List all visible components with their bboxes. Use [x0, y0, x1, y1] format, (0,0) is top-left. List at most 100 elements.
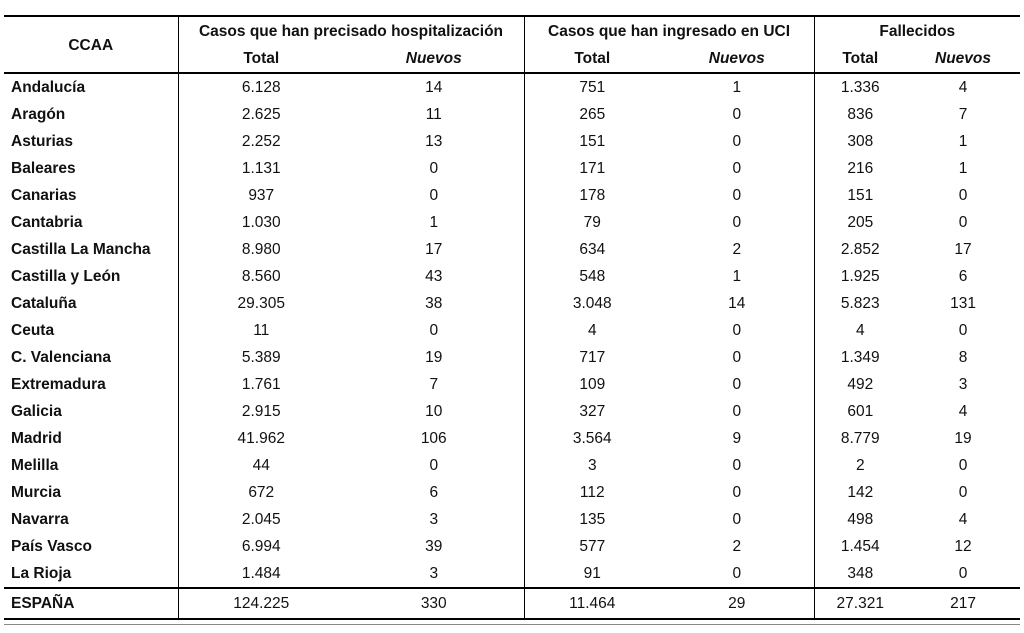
hosp-nuevos-cell: 1: [344, 209, 525, 236]
table-row: Galicia 2.915 10 327 0 601 4: [4, 398, 1020, 425]
uci-nuevos-cell: 0: [660, 398, 815, 425]
total-hosp-total: 124.225: [178, 587, 344, 620]
fall-nuevos-cell: 0: [958, 322, 968, 339]
ccaa-name: Murcia: [4, 479, 179, 506]
fall-nuevos-cell: 17: [954, 241, 972, 258]
fall-nuevos-cell: 1: [958, 133, 968, 150]
table-row: Andalucía 6.128 14 751 1 1.336 4: [4, 73, 1020, 101]
header-hosp-total: Total: [178, 45, 344, 74]
table-row: Navarra 2.045 3 135 0 498 4: [4, 506, 1020, 533]
uci-total-cell: 577: [579, 538, 606, 555]
ccaa-name: Castilla La Mancha: [4, 236, 179, 263]
total-uci-total: 11.464: [524, 587, 661, 620]
hosp-nuevos-cell: 17: [344, 236, 525, 263]
covid-table-container: CCAA Casos que han precisado hospitaliza…: [4, 15, 1021, 620]
table-row: Castilla La Mancha 8.980 17 634 2 2.852 …: [4, 236, 1020, 263]
hosp-nuevos-cell: 43: [344, 263, 525, 290]
fall-total-cell: 1.336: [840, 79, 880, 96]
fall-nuevos-cell: 4: [958, 403, 968, 420]
ccaa-name: Ceuta: [4, 317, 179, 344]
header-uci: Casos que han ingresado en UCI: [524, 15, 815, 45]
fall-total-cell: 836: [847, 106, 874, 123]
ccaa-name: Cataluña: [4, 290, 179, 317]
uci-total-cell: 4: [587, 322, 597, 339]
hosp-total-cell: 2.915: [241, 403, 281, 420]
uci-total-cell: 3.564: [572, 430, 612, 447]
hosp-total-cell: 8.560: [241, 268, 281, 285]
hosp-nuevos-cell: 106: [344, 425, 525, 452]
header-uci-total: Total: [524, 45, 661, 74]
hosp-nuevos-cell: 19: [344, 344, 525, 371]
uci-nuevos-cell: 2: [660, 533, 815, 560]
hosp-nuevos-cell: 14: [344, 73, 525, 101]
fall-total-cell: 216: [847, 160, 874, 177]
fall-total-cell: 4: [855, 322, 865, 339]
table-row: Aragón 2.625 11 265 0 836 7: [4, 101, 1020, 128]
hosp-nuevos-cell: 6: [344, 479, 525, 506]
table-row: La Rioja 1.484 3 91 0 348 0: [4, 560, 1020, 588]
uci-total-cell: 91: [583, 565, 601, 582]
ccaa-name: Extremadura: [4, 371, 179, 398]
hosp-total-cell: 6.128: [241, 79, 281, 96]
uci-nuevos-cell: 0: [660, 479, 815, 506]
total-row-espana: ESPAÑA 124.225 330 11.464 29 27.321 217: [4, 587, 1021, 620]
table-row: Extremadura 1.761 7 109 0 492 3: [4, 371, 1020, 398]
hosp-total-cell: 1.761: [241, 376, 281, 393]
uci-total-cell: 634: [579, 241, 606, 258]
uci-nuevos-cell: 0: [660, 344, 815, 371]
fall-total-cell: 1.349: [840, 349, 880, 366]
ccaa-name: Andalucía: [4, 73, 179, 101]
fall-nuevos-cell: 0: [958, 187, 968, 204]
uci-nuevos-cell: 0: [660, 371, 815, 398]
hosp-nuevos-cell: 0: [344, 155, 525, 182]
ccaa-name: Baleares: [4, 155, 179, 182]
ccaa-name: Madrid: [4, 425, 179, 452]
ccaa-name: Galicia: [4, 398, 179, 425]
hosp-total-cell: 5.389: [241, 349, 281, 366]
fall-total-cell: 142: [847, 484, 874, 501]
hosp-total-cell: 672: [248, 484, 275, 501]
uci-nuevos-cell: 0: [660, 128, 815, 155]
table-row: Asturias 2.252 13 151 0 308 1: [4, 128, 1020, 155]
uci-nuevos-cell: 0: [660, 317, 815, 344]
ccaa-name: Cantabria: [4, 209, 179, 236]
table-row: Madrid 41.962 106 3.564 9 8.779 19: [4, 425, 1020, 452]
fall-nuevos-cell: 3: [958, 376, 968, 393]
hosp-nuevos-cell: 0: [344, 317, 525, 344]
fall-total-cell: 205: [847, 214, 874, 231]
ccaa-data-table: CCAA Casos que han precisado hospitaliza…: [4, 15, 1021, 620]
total-fall-total: 27.321: [814, 587, 907, 620]
fall-total-cell: 601: [847, 403, 874, 420]
uci-nuevos-cell: 0: [660, 101, 815, 128]
fall-total-cell: 308: [847, 133, 874, 150]
ccaa-name: C. Valenciana: [4, 344, 179, 371]
ccaa-name: La Rioja: [4, 560, 179, 588]
uci-total-cell: 178: [579, 187, 606, 204]
hosp-nuevos-cell: 11: [344, 101, 525, 128]
fall-nuevos-cell: 0: [958, 214, 968, 231]
table-row: País Vasco 6.994 39 577 2 1.454 12: [4, 533, 1020, 560]
hosp-nuevos-cell: 0: [344, 452, 525, 479]
table-row: Castilla y León 8.560 43 548 1 1.925 6: [4, 263, 1020, 290]
fall-nuevos-cell: 0: [958, 484, 968, 501]
bottom-rule: [4, 624, 1020, 625]
hosp-nuevos-cell: 3: [344, 506, 525, 533]
uci-nuevos-cell: 0: [660, 182, 815, 209]
hosp-total-cell: 1.131: [241, 160, 281, 177]
hosp-total-cell: 2.625: [241, 106, 281, 123]
header-hosp-nuevos: Nuevos: [344, 45, 525, 74]
hosp-total-cell: 2.045: [241, 511, 281, 528]
ccaa-name: País Vasco: [4, 533, 179, 560]
hosp-total-cell: 8.980: [241, 241, 281, 258]
table-row: Cantabria 1.030 1 79 0 205 0: [4, 209, 1020, 236]
uci-nuevos-cell: 0: [660, 560, 815, 588]
header-fallecidos: Fallecidos: [814, 15, 1021, 45]
hosp-total-cell: 6.994: [241, 538, 281, 555]
hosp-total-cell: 1.030: [241, 214, 281, 231]
ccaa-name: Melilla: [4, 452, 179, 479]
fall-nuevos-cell: 1: [958, 160, 968, 177]
uci-total-cell: 135: [579, 511, 606, 528]
fall-total-cell: 1.454: [840, 538, 880, 555]
total-hosp-nuevos: 330: [344, 587, 525, 620]
ccaa-name: Navarra: [4, 506, 179, 533]
